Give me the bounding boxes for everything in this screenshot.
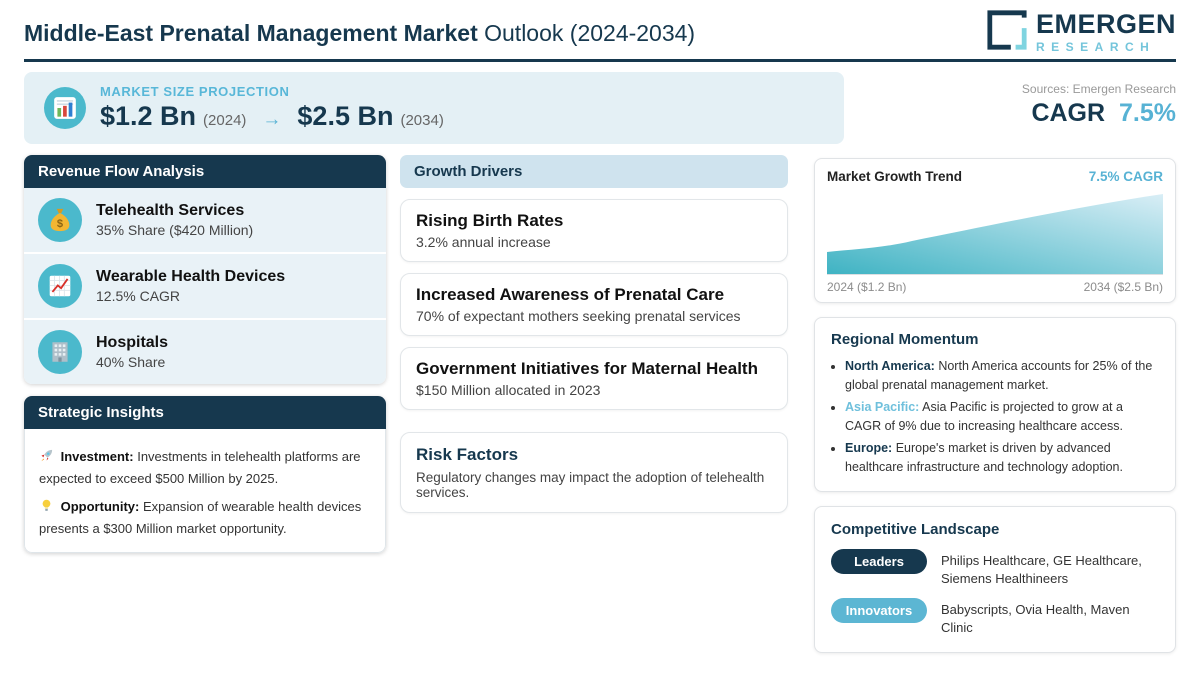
left-column: Revenue Flow Analysis $ Telehealth Servi… xyxy=(24,155,386,553)
risk-factors-card: Risk Factors Regulatory changes may impa… xyxy=(400,432,788,513)
region-text: Asia Pacific is projected to grow at a C… xyxy=(845,399,1123,434)
market-growth-trend-card: Market Growth Trend 7.5% CAGR 2024 ($1.2… xyxy=(814,158,1176,303)
page-title-bold: Middle-East Prenatal Management Market xyxy=(24,20,478,46)
competitor-row-leaders: Leaders Philips Healthcare, GE Healthcar… xyxy=(831,549,1159,587)
trend-cagr-value: 7.5% CAGR xyxy=(1088,169,1163,184)
region-label: Asia Pacific: xyxy=(845,399,920,414)
leaders-companies: Philips Healthcare, GE Healthcare, Sieme… xyxy=(941,553,1142,586)
insight-investment: Investment: Investments in telehealth pl… xyxy=(39,447,371,489)
driver-detail: 3.2% annual increase xyxy=(416,234,551,250)
logo-text: EMERGEN RESEARCH xyxy=(1035,9,1176,55)
market-size-start-value: $1.2 Bn xyxy=(100,101,197,131)
sources-note: Sources: Emergen Research xyxy=(1021,82,1176,96)
list-item-telehealth: $ Telehealth Services 35% Share ($420 Mi… xyxy=(24,188,386,254)
driver-card-awareness: Increased Awareness of Prenatal Care 70%… xyxy=(400,273,788,336)
trend-header: Market Growth Trend 7.5% CAGR xyxy=(827,169,1163,184)
regional-list: North America: North America accounts fo… xyxy=(845,357,1159,477)
area-chart xyxy=(827,192,1163,275)
market-size-start-year: (2024) xyxy=(203,112,247,129)
brand-logo: EMERGEN RESEARCH xyxy=(986,9,1176,56)
region-text: Europe's market is driven by advanced he… xyxy=(845,440,1123,474)
regional-momentum-card: Regional Momentum North America: North A… xyxy=(814,317,1176,493)
segment-name: Wearable Health Devices xyxy=(96,268,286,285)
trend-end-label: 2034 ($2.5 Bn) xyxy=(1083,280,1163,294)
bar-chart-icon xyxy=(44,87,86,129)
svg-text:$: $ xyxy=(57,218,63,230)
list-item-texts: Hospitals 40% Share xyxy=(96,334,168,370)
region-label: Europe: xyxy=(845,440,893,455)
middle-column: Growth Drivers Rising Birth Rates 3.2% a… xyxy=(400,155,788,513)
driver-detail: 70% of expectant mothers seeking prenata… xyxy=(416,308,741,324)
region-item-north-america: North America: North America accounts fo… xyxy=(845,357,1159,396)
driver-card-birth-rates: Rising Birth Rates 3.2% annual increase xyxy=(400,199,788,262)
cagr-block: Sources: Emergen Research CAGR 7.5% xyxy=(1022,82,1176,128)
money-bag-icon: $ xyxy=(38,198,82,242)
regional-momentum-title: Regional Momentum xyxy=(831,331,979,348)
driver-name: Government Initiatives for Maternal Heal… xyxy=(416,359,758,378)
rocket-icon xyxy=(39,448,54,469)
chart-up-icon xyxy=(38,264,82,308)
insight-label: Investment: xyxy=(60,449,134,464)
cagr-value: 7.5% xyxy=(1119,99,1176,127)
insight-opportunity: Opportunity: Expansion of wearable healt… xyxy=(39,497,371,539)
list-item-texts: Telehealth Services 35% Share ($420 Mill… xyxy=(96,202,253,238)
innovators-companies: Babyscripts, Ovia Health, Maven Clinic xyxy=(941,602,1130,635)
cagr-line: CAGR 7.5% xyxy=(1022,99,1176,128)
list-item-wearables: Wearable Health Devices 12.5% CAGR xyxy=(24,254,386,320)
driver-name: Rising Birth Rates xyxy=(416,211,564,230)
trend-axis-labels: 2024 ($1.2 Bn) 2034 ($2.5 Bn) xyxy=(827,280,1163,294)
driver-detail: $150 Million allocated in 2023 xyxy=(416,382,601,398)
market-size-texts: MARKET SIZE PROJECTION $1.2 Bn (2024) → … xyxy=(100,84,444,132)
insight-text: Investments in telehealth platforms are … xyxy=(39,449,361,487)
list-item-texts: Wearable Health Devices 12.5% CAGR xyxy=(96,268,285,304)
segment-detail: 35% Share ($420 Million) xyxy=(96,222,254,238)
logo-line2: RESEARCH xyxy=(1035,40,1156,54)
driver-card-government: Government Initiatives for Maternal Heal… xyxy=(400,347,788,410)
market-size-end-year: (2034) xyxy=(400,112,444,129)
market-size-end-value: $2.5 Bn xyxy=(297,101,394,131)
insight-label: Opportunity: xyxy=(60,499,140,515)
trend-start-label: 2024 ($1.2 Bn) xyxy=(827,280,907,294)
header-divider xyxy=(24,59,1176,62)
segment-name: Telehealth Services xyxy=(96,202,245,219)
right-column: Market Growth Trend 7.5% CAGR 2024 ($1.2… xyxy=(814,158,1176,654)
driver-name: Increased Awareness of Prenatal Care xyxy=(416,285,725,304)
revenue-flow-title: Revenue Flow Analysis xyxy=(24,155,386,188)
region-item-europe: Europe: Europe's market is driven by adv… xyxy=(845,439,1159,478)
arrow-right-icon: → xyxy=(262,109,282,130)
market-size-values: $1.2 Bn (2024) → $2.5 Bn (2034) xyxy=(100,101,444,132)
leaders-badge: Leaders xyxy=(831,549,927,575)
competitor-row-innovators: Innovators Babyscripts, Ovia Health, Mav… xyxy=(831,598,1159,636)
competitive-landscape-title: Competitive Landscape xyxy=(831,521,1000,539)
page-title-rest: Outlook (2024-2034) xyxy=(477,20,696,46)
strategic-insights-body: Investment: Investments in telehealth pl… xyxy=(24,429,386,553)
logo-square-icon xyxy=(986,9,1028,56)
cagr-label: CAGR xyxy=(1031,99,1106,127)
market-size-banner: MARKET SIZE PROJECTION $1.2 Bn (2024) → … xyxy=(24,72,844,144)
innovators-badge: Innovators xyxy=(831,598,927,624)
segment-name: Hospitals xyxy=(96,334,169,351)
region-text: North America accounts for 25% of the gl… xyxy=(845,359,1153,393)
hospital-icon xyxy=(38,330,82,374)
page-title: Middle-East Prenatal Management Market O… xyxy=(24,20,695,47)
growth-drivers-title: Growth Drivers xyxy=(400,155,788,188)
market-size-label: MARKET SIZE PROJECTION xyxy=(100,84,290,99)
trend-title: Market Growth Trend xyxy=(827,169,963,184)
revenue-flow-card: Revenue Flow Analysis $ Telehealth Servi… xyxy=(24,155,386,384)
list-item-hospitals: Hospitals 40% Share xyxy=(24,320,386,384)
bulb-icon xyxy=(39,498,54,519)
strategic-insights-title: Strategic Insights xyxy=(24,396,386,429)
logo-line1: EMERGEN xyxy=(1035,9,1176,39)
segment-detail: 12.5% CAGR xyxy=(96,288,181,304)
region-label: North America: xyxy=(845,359,935,373)
strategic-insights-card: Strategic Insights Investment: Investmen… xyxy=(24,396,386,553)
insight-text: Expansion of wearable health devices pre… xyxy=(39,499,362,537)
region-item-asia-pacific: Asia Pacific: Asia Pacific is projected … xyxy=(845,398,1159,437)
competitive-landscape-card: Competitive Landscape Leaders Philips He… xyxy=(814,506,1176,654)
risk-factors-title: Risk Factors xyxy=(416,445,519,464)
segment-detail: 40% Share xyxy=(96,354,166,370)
risk-factors-text: Regulatory changes may impact the adopti… xyxy=(416,470,765,500)
